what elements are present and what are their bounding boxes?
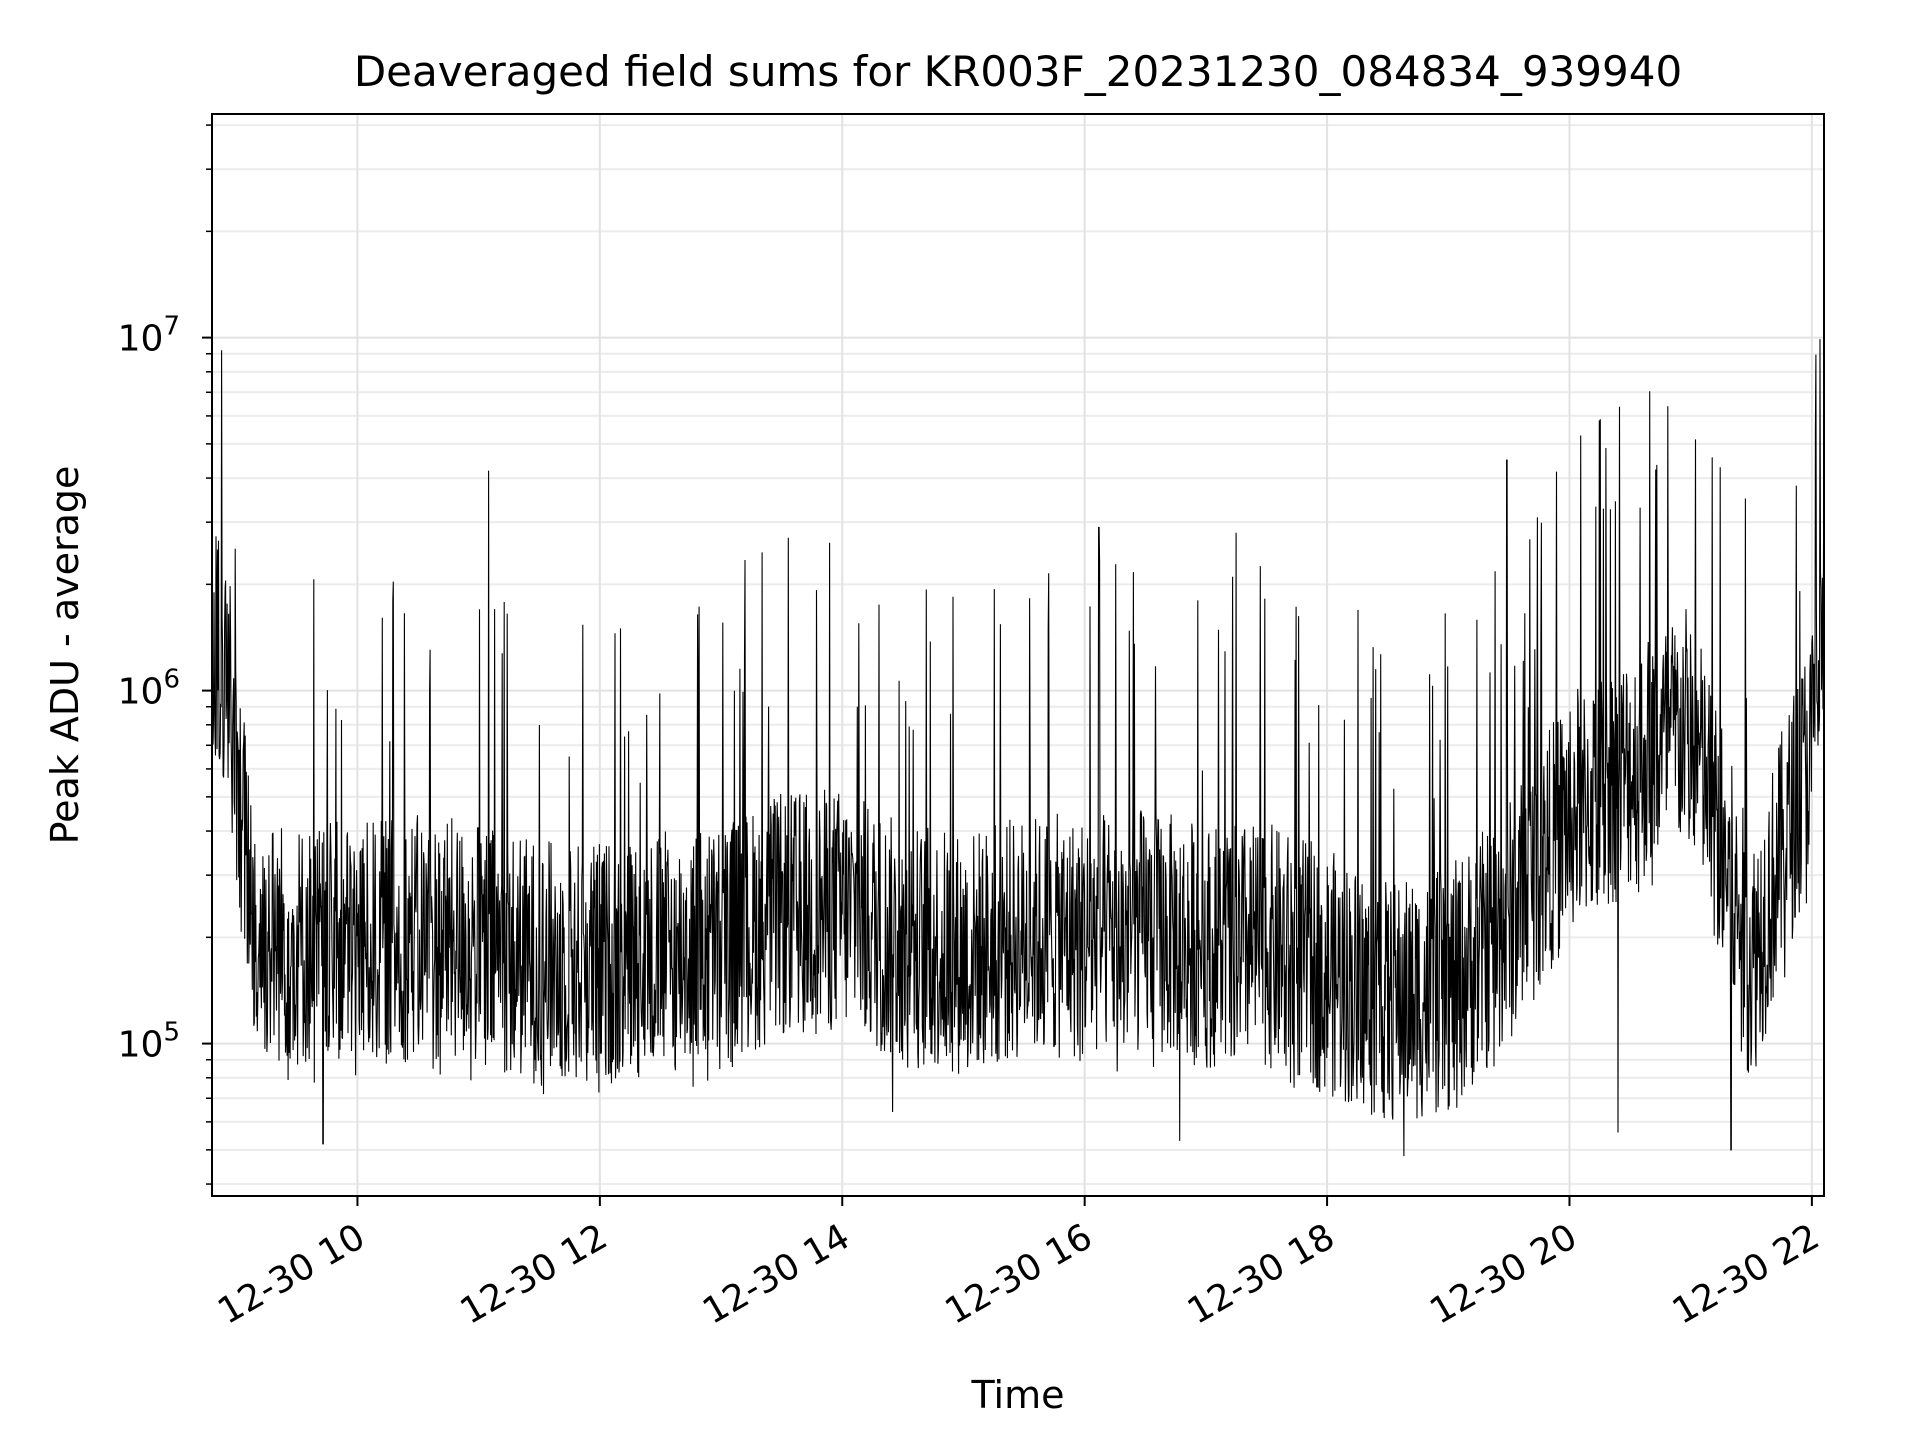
y-axis-label: Peak ADU - average	[43, 466, 87, 845]
series-layer	[211, 154, 1825, 1157]
plot-frame	[211, 113, 1825, 1197]
x-axis-label: Time	[971, 1373, 1065, 1417]
chart-title: Deaveraged field sums for KR003F_2023123…	[354, 47, 1682, 96]
series-line	[211, 154, 1825, 1157]
